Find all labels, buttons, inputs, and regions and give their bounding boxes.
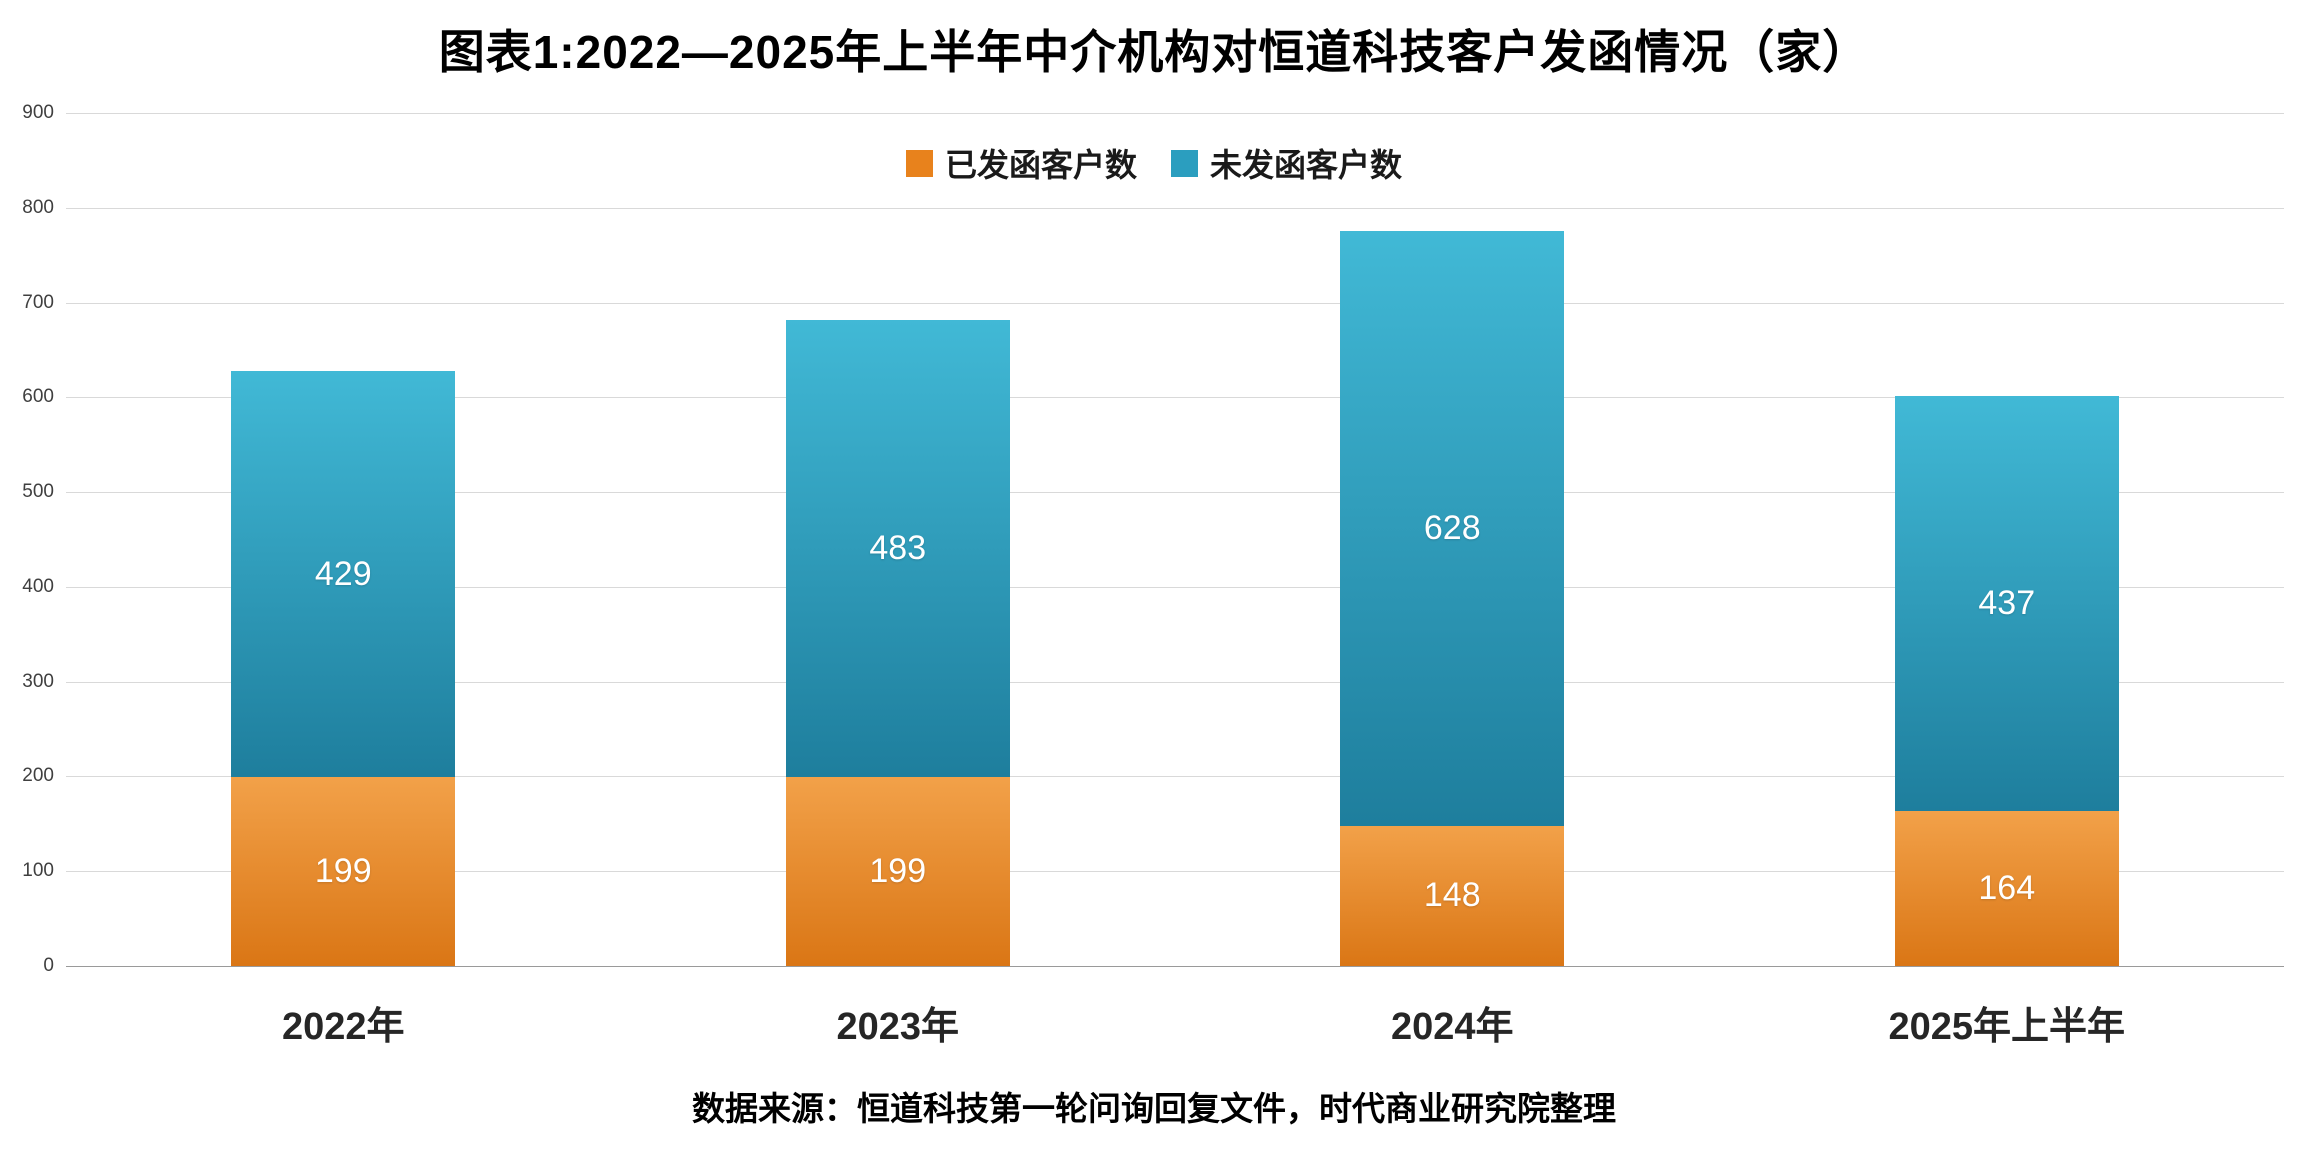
- gridline: [66, 586, 2284, 588]
- x-axis-labels: 2022年 2023年 2024年 2025年上半年: [66, 995, 2284, 1055]
- source-note: 数据来源：恒道科技第一轮问询回复文件，时代商业研究院整理: [692, 1090, 1616, 1127]
- x-category-label: 2024年: [1390, 1006, 1514, 1048]
- y-tick-label: 100: [22, 860, 54, 882]
- bar-segment-sent: 199: [785, 777, 1010, 966]
- legend: 已发函客户数 未发函客户数: [0, 140, 2308, 186]
- bar-segment-sent: 148: [1340, 825, 1565, 966]
- chart-title: 图表1:2022—2025年上半年中介机构对恒道科技客户发函情况（家）: [438, 26, 1870, 78]
- x-category-label: 2022年: [281, 1006, 405, 1048]
- bar-value-label: 148: [1423, 876, 1481, 915]
- gridline: [66, 776, 2284, 778]
- bar-segment-unsent: 483: [785, 319, 1010, 778]
- bar-segment-sent: 199: [231, 777, 456, 966]
- bar-segment-unsent: 628: [1340, 230, 1565, 826]
- gridline: [66, 871, 2284, 873]
- y-tick-label: 500: [22, 481, 54, 503]
- bar-value-label: 429: [314, 554, 372, 593]
- y-tick-label: 400: [22, 575, 54, 597]
- y-tick-label: 800: [22, 196, 54, 218]
- x-axis-line: [66, 966, 2284, 967]
- bar-value-label: 437: [1978, 583, 2036, 622]
- gridline: [66, 397, 2284, 399]
- bar-segment-unsent: 429: [231, 370, 456, 778]
- y-tick-label: 300: [22, 670, 54, 692]
- bar-value-label: 483: [869, 529, 927, 568]
- legend-label-unsent: 未发函客户数: [1210, 147, 1403, 183]
- legend-item-unsent: 未发函客户数: [1171, 140, 1402, 186]
- legend-swatch-unsent-icon: [1171, 149, 1198, 177]
- x-category-label: 2023年: [836, 1006, 960, 1048]
- plot-area: 0 100 200 300 400 500 600 700 800 900 199 429 199 483…: [22, 102, 2284, 976]
- x-category-label: 2025年上半年: [1888, 1006, 2126, 1048]
- y-tick-label: 600: [22, 386, 54, 408]
- bar-segment-unsent: 437: [1894, 396, 2119, 811]
- gridline: [66, 113, 2284, 114]
- bar-segment-sent: 164: [1894, 810, 2119, 966]
- y-tick-label: 200: [22, 765, 54, 787]
- legend-item-sent: 已发函客户数: [905, 140, 1137, 186]
- y-tick-label: 0: [43, 955, 54, 976]
- bar-value-label: 628: [1423, 508, 1481, 547]
- gridline: [66, 681, 2284, 683]
- bar-value-label: 164: [1978, 868, 2036, 907]
- legend-label-sent: 已发函客户数: [944, 147, 1137, 183]
- bar-value-label: 199: [869, 852, 927, 891]
- legend-swatch-sent-icon: [905, 149, 933, 177]
- bar-value-label: 199: [314, 852, 372, 891]
- gridline: [66, 302, 2284, 304]
- gridline: [66, 492, 2284, 494]
- y-tick-label: 700: [22, 291, 54, 313]
- y-tick-label: 900: [22, 102, 54, 123]
- gridline: [66, 207, 2284, 209]
